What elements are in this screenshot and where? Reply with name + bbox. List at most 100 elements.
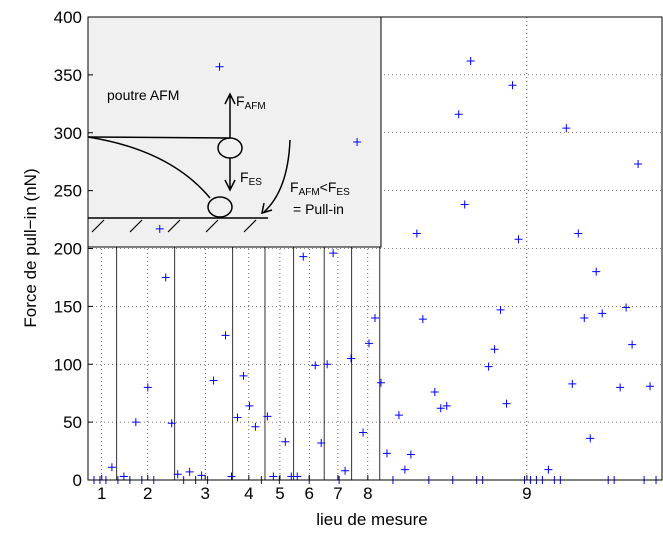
point [233,413,242,422]
point [173,470,182,479]
arrow-curve [261,139,291,215]
point [568,379,577,388]
point [155,224,164,233]
x-tick-label: 2 [143,484,152,503]
point [406,450,415,459]
y-tick-label: 50 [63,413,82,432]
force-main: F [240,169,249,185]
point [496,305,505,314]
point [245,401,254,410]
point [400,465,409,474]
point [221,331,230,340]
point [371,313,379,322]
point [119,472,128,481]
point [394,411,403,420]
beam-label: poutre AFM [107,87,179,103]
point [418,315,427,324]
point [107,463,116,472]
y-tick-label: 100 [54,355,82,374]
x-tick-label: 3 [200,484,209,503]
force-main: F [236,93,245,109]
point [143,383,152,392]
x-tick-label: 1 [97,484,106,503]
point [466,56,475,65]
hatch [91,219,257,233]
point [293,472,302,481]
cond-sub: ES [336,187,350,198]
x-tick-label: 5 [275,484,284,503]
x-tick-label: 7 [333,484,342,503]
point [598,309,607,318]
point [634,160,643,169]
inset: poutre AFM FAFM FES FAFM<FES = Pull-in [87,16,382,248]
point [646,382,655,391]
point [562,124,571,133]
point [508,81,517,90]
y-tick-label: 200 [54,240,82,259]
point [215,62,224,71]
y-axis-label: Force de pull−in (nN) [21,168,40,327]
point [311,361,320,370]
point [502,399,511,408]
point [382,449,391,458]
condition: FAFM<FES [290,179,350,198]
point [197,471,206,480]
y-tick-label: 0 [73,471,82,490]
point [586,434,595,443]
x-axis-label: lieu de mesure [316,510,428,529]
arrow-down [224,158,236,192]
point [299,252,308,261]
result: = Pull-in [293,201,344,217]
cond-main: <F [320,179,337,195]
point [628,340,637,349]
point [574,229,583,238]
point [341,466,350,475]
point [365,339,374,348]
y-tick-label: 150 [54,297,82,316]
x-tick-label: 9 [522,484,531,503]
point [329,249,338,258]
point [239,371,248,380]
x-tick-label: 6 [304,484,313,503]
point [460,200,469,209]
point [227,472,236,481]
point [622,303,631,312]
arrow-up [224,92,236,138]
point [209,376,218,385]
point [353,138,362,147]
y-tick-label: 300 [54,124,82,143]
point [616,383,625,392]
y-tick-label: 350 [54,66,82,85]
tip-bent [207,196,233,218]
point [269,472,278,481]
point [359,428,368,437]
y-tick-label: 250 [54,182,82,201]
x-tick-label: 8 [363,484,372,503]
point [580,313,589,322]
beam [87,136,231,139]
point [185,467,194,476]
point [490,345,499,354]
point [430,388,439,397]
y-tick-label: 400 [54,8,82,27]
point [317,438,326,447]
point [323,360,332,369]
beam-bent [87,136,211,199]
point [592,267,601,276]
ticks: 0 50 100 150 200 250 300 350 400 1 2 3 4 5 6 7 8 9 [54,8,532,503]
force-label: FES [240,169,262,188]
point [347,354,356,363]
point [484,362,493,371]
point [167,419,176,428]
point [251,422,260,431]
point [514,235,523,244]
force-sub: ES [249,177,263,188]
point [161,273,170,282]
force-sub: AFM [245,101,266,112]
cond-main: F [290,179,299,195]
cond-sub: AFM [299,187,320,198]
point [131,418,140,427]
x-tick-label: 4 [244,484,253,503]
point [412,229,421,238]
